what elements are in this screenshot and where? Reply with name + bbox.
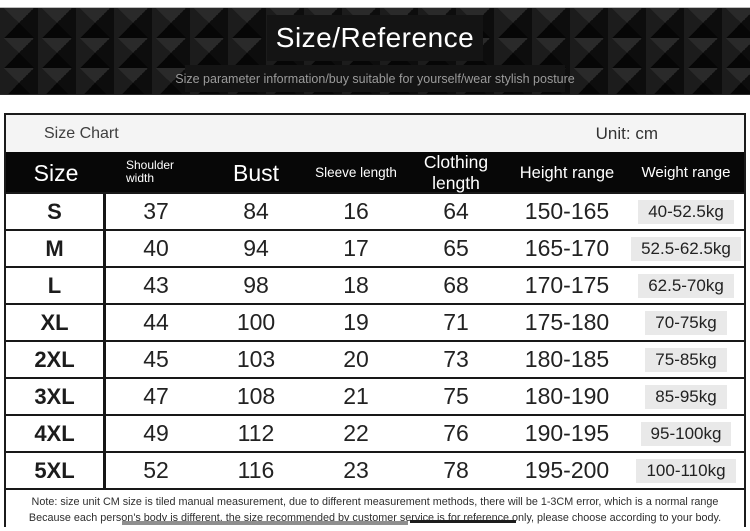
cell-value: 64 bbox=[443, 198, 469, 224]
note-line-1: Note: size unit CM size is tiled manual … bbox=[31, 496, 719, 508]
banner: Size/Reference Size parameter informatio… bbox=[0, 7, 750, 95]
cell-size: 4XL bbox=[6, 416, 106, 451]
banner-subtitle-backdrop: Size parameter information/buy suitable … bbox=[175, 65, 575, 92]
cell-value: 103 bbox=[236, 346, 276, 372]
cell-value: 180-185 bbox=[524, 346, 610, 372]
cell-value: 45 bbox=[143, 346, 169, 372]
bottom-edge-artifact bbox=[122, 521, 408, 525]
column-header: Height range bbox=[519, 163, 615, 182]
cell-value: 43 bbox=[143, 272, 169, 298]
cell-value: 195-200 bbox=[524, 457, 610, 483]
cell-value: 40-52.5kg bbox=[628, 199, 744, 224]
cell-value: 68 bbox=[443, 272, 469, 298]
panel-header: Size Chart Unit: cm bbox=[6, 115, 744, 152]
cell-value: 62.5-70kg bbox=[628, 273, 744, 298]
bottom-edge-artifact bbox=[410, 520, 516, 523]
cell-value: 78 bbox=[443, 457, 469, 483]
cell-size: 2XL bbox=[6, 342, 106, 377]
cell-value: 95-100kg bbox=[628, 421, 744, 446]
table-row: 2XL 45 103 20 73 180-185 75-85kg bbox=[6, 340, 744, 377]
cell-value: 98 bbox=[243, 272, 269, 298]
cell-value: 47 bbox=[143, 383, 169, 409]
cell-value: 18 bbox=[343, 272, 369, 298]
cell-value: 165-170 bbox=[524, 235, 610, 261]
cell-value: 190-195 bbox=[524, 420, 610, 446]
table-body: S 37 84 16 64 150-165 40-52.5kg M 40 94 17 65 165-17… bbox=[6, 192, 744, 488]
table-row: L 43 98 18 68 170-175 62.5-70kg bbox=[6, 266, 744, 303]
table-row: M 40 94 17 65 165-170 52.5-62.5kg bbox=[6, 229, 744, 266]
table-row: 3XL 47 108 21 75 180-190 85-95kg bbox=[6, 377, 744, 414]
size-chart-panel: Size Chart Unit: cm Size Shoulder width Bu… bbox=[4, 113, 746, 529]
cell-value: 17 bbox=[343, 235, 369, 261]
table-row: 5XL 52 116 23 78 195-200 100-110kg bbox=[6, 451, 744, 488]
cell-value: 16 bbox=[343, 198, 369, 224]
cell-value: 170-175 bbox=[524, 272, 610, 298]
cell-value: 70-75kg bbox=[628, 310, 744, 335]
table-row: XL 44 100 19 71 175-180 70-75kg bbox=[6, 303, 744, 340]
banner-subtitle: Size parameter information/buy suitable … bbox=[175, 71, 575, 86]
banner-title-backdrop: Size/Reference bbox=[267, 15, 483, 61]
column-header: Shoulder width bbox=[126, 157, 175, 186]
cell-value: 44 bbox=[143, 309, 169, 335]
cell-value: 108 bbox=[236, 383, 276, 409]
column-header: Clothing length bbox=[423, 152, 489, 193]
cell-value: 49 bbox=[143, 420, 169, 446]
column-header: Sleeve length bbox=[315, 165, 397, 180]
cell-value: 19 bbox=[343, 309, 369, 335]
cell-value: 84 bbox=[243, 198, 269, 224]
page-title: Size/Reference bbox=[275, 22, 475, 53]
cell-value: 75 bbox=[443, 383, 469, 409]
cell-value: 71 bbox=[443, 309, 469, 335]
cell-value: 94 bbox=[243, 235, 269, 261]
cell-value: 37 bbox=[143, 198, 169, 224]
cell-value: 52.5-62.5kg bbox=[628, 236, 744, 261]
cell-value: 112 bbox=[237, 420, 275, 446]
cell-value: 23 bbox=[343, 457, 369, 483]
cell-value: 85-95kg bbox=[628, 384, 744, 409]
unit-label: Unit: cm bbox=[595, 123, 658, 143]
table-row: 4XL 49 112 22 76 190-195 95-100kg bbox=[6, 414, 744, 451]
column-header: Size bbox=[33, 159, 79, 186]
cell-value: 175-180 bbox=[524, 309, 610, 335]
column-header: Weight range bbox=[641, 164, 731, 181]
cell-size: 5XL bbox=[6, 453, 106, 488]
cell-value: 52 bbox=[143, 457, 169, 483]
cell-value: 150-165 bbox=[524, 198, 610, 224]
cell-value: 22 bbox=[343, 420, 369, 446]
cell-size: L bbox=[6, 268, 106, 303]
column-header: Bust bbox=[232, 159, 280, 186]
cell-size: M bbox=[6, 231, 106, 266]
cell-size: 3XL bbox=[6, 379, 106, 414]
table-row: S 37 84 16 64 150-165 40-52.5kg bbox=[6, 192, 744, 229]
cell-value: 20 bbox=[343, 346, 369, 372]
cell-value: 100 bbox=[236, 309, 276, 335]
cell-value: 75-85kg bbox=[628, 347, 744, 372]
table-header-row: Size Shoulder width Bust Sleeve length Cloth… bbox=[6, 152, 744, 193]
cell-value: 100-110kg bbox=[628, 458, 744, 483]
cell-value: 180-190 bbox=[524, 383, 610, 409]
cell-value: 76 bbox=[443, 420, 469, 446]
cell-size: S bbox=[6, 194, 106, 229]
panel-title: Size Chart bbox=[44, 124, 119, 142]
cell-value: 40 bbox=[143, 235, 169, 261]
cell-value: 116 bbox=[237, 457, 275, 483]
cell-value: 65 bbox=[443, 235, 469, 261]
cell-value: 21 bbox=[343, 383, 369, 409]
cell-value: 73 bbox=[443, 346, 469, 372]
cell-size: XL bbox=[6, 305, 106, 340]
